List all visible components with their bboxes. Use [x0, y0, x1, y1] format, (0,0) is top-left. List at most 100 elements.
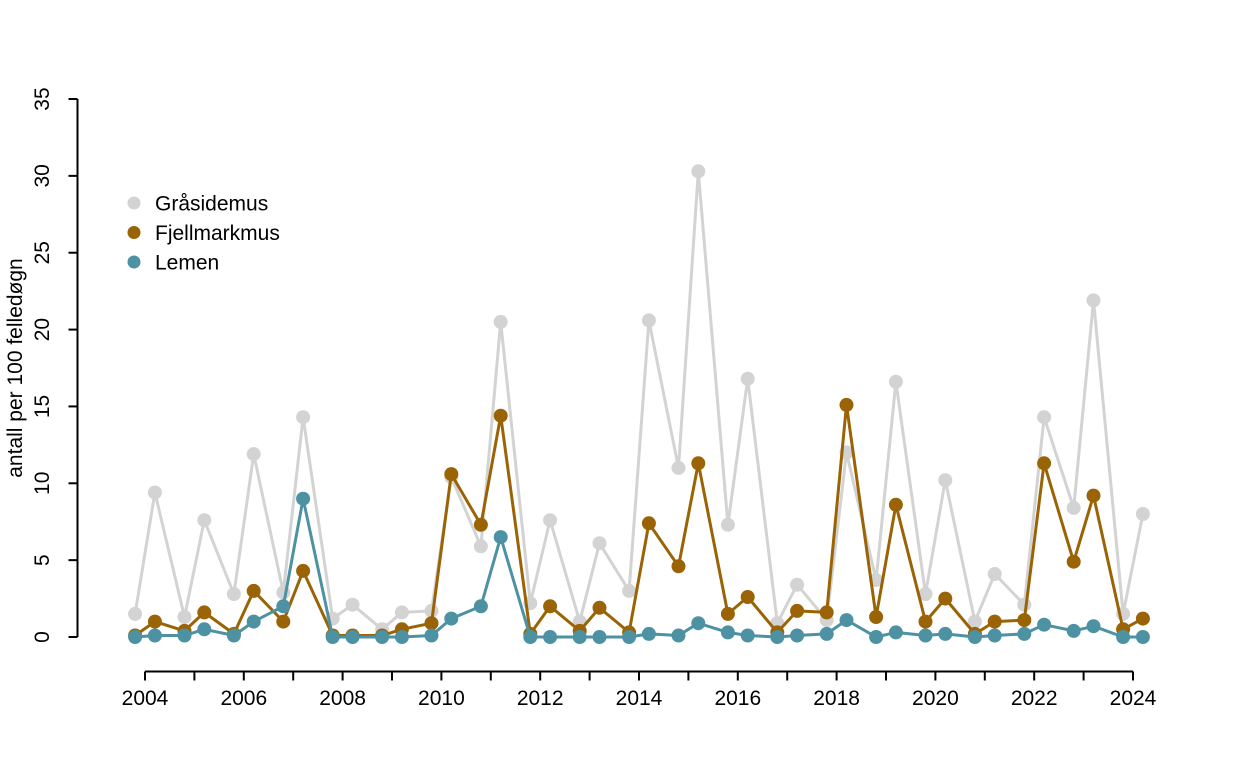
x-tick-label: 2016 — [714, 687, 761, 710]
data-point — [572, 630, 587, 644]
data-point — [790, 577, 805, 592]
series-gråsidemus — [128, 164, 1150, 637]
data-point — [345, 630, 360, 644]
data-point — [375, 630, 390, 644]
data-point — [226, 587, 241, 601]
data-point — [493, 314, 508, 329]
data-point — [246, 583, 261, 598]
legend: Gråsidemus Fjellmarkmus Lemen — [127, 193, 280, 275]
data-point — [869, 610, 884, 624]
data-point — [622, 630, 637, 644]
data-point — [177, 610, 192, 624]
x-tick-label: 2012 — [517, 687, 564, 710]
data-point — [444, 467, 459, 482]
data-point — [987, 567, 1002, 581]
x-axis: 2004 2006 2008 2010 2012 2014 2016 2018 2020 2022… — [122, 670, 1157, 710]
data-point — [1017, 613, 1032, 628]
y-tick-label: 25 — [31, 241, 54, 264]
x-tick-label: 2022 — [1011, 687, 1058, 710]
data-point — [197, 605, 212, 620]
y-tick-label: 30 — [31, 164, 54, 187]
data-point — [147, 614, 162, 629]
y-tick-label: 10 — [31, 472, 54, 495]
data-point — [296, 491, 311, 506]
data-point — [967, 614, 982, 629]
data-point — [1037, 617, 1052, 632]
data-point — [641, 516, 656, 531]
data-point — [1086, 488, 1101, 503]
data-point — [918, 587, 933, 601]
data-point — [493, 530, 508, 545]
data-point — [473, 599, 488, 614]
data-point — [345, 597, 360, 612]
legend-item: Lemen — [127, 252, 219, 275]
y-tick-label: 15 — [31, 395, 54, 418]
data-point — [1135, 507, 1150, 521]
data-point — [987, 614, 1002, 629]
x-tick-label: 2018 — [813, 687, 860, 710]
x-tick-label: 2004 — [122, 687, 169, 710]
data-point — [967, 630, 982, 644]
data-point — [888, 374, 903, 389]
data-point — [671, 628, 686, 643]
data-point — [128, 606, 143, 621]
data-point — [671, 559, 686, 574]
data-point — [720, 517, 735, 532]
data-point — [276, 599, 291, 614]
data-point — [246, 614, 261, 629]
data-point — [296, 563, 311, 578]
data-point — [1135, 630, 1150, 644]
data-point — [592, 600, 607, 615]
data-point — [819, 605, 834, 620]
data-point — [543, 513, 558, 528]
data-point — [197, 622, 212, 637]
data-point — [1037, 410, 1052, 425]
data-point — [671, 460, 686, 475]
y-tick-label: 35 — [31, 87, 54, 110]
data-point — [888, 625, 903, 640]
data-point — [296, 410, 311, 425]
data-point — [691, 616, 706, 631]
data-point — [691, 456, 706, 471]
data-point — [720, 606, 735, 621]
data-point — [839, 397, 854, 412]
data-point — [1066, 623, 1081, 638]
data-point — [790, 628, 805, 643]
legend-label: Lemen — [155, 252, 219, 275]
data-point — [641, 313, 656, 328]
data-point — [1066, 554, 1081, 569]
data-point — [444, 611, 459, 626]
legend-label: Gråsidemus — [155, 193, 268, 216]
data-point — [197, 513, 212, 528]
x-tick-label: 2014 — [616, 687, 663, 710]
data-point — [325, 630, 340, 644]
data-point — [543, 630, 558, 644]
data-point — [770, 630, 785, 644]
data-point — [1135, 611, 1150, 626]
data-point — [641, 626, 656, 641]
legend-item: Gråsidemus — [127, 193, 268, 216]
data-point — [740, 590, 755, 604]
data-point — [473, 517, 488, 532]
data-point — [592, 536, 607, 551]
data-point — [918, 628, 933, 643]
data-point — [543, 599, 558, 614]
data-point — [938, 591, 953, 606]
x-tick-label: 2010 — [418, 687, 465, 710]
y-axis-title: antall per 100 felledøgn — [4, 258, 27, 478]
data-point — [790, 603, 805, 618]
data-point — [1066, 500, 1081, 515]
data-point — [493, 408, 508, 423]
data-point — [1086, 619, 1101, 634]
data-point — [622, 583, 637, 598]
data-point — [1037, 456, 1052, 471]
data-point — [592, 630, 607, 644]
data-point — [523, 630, 538, 644]
y-tick-label: 0 — [31, 631, 54, 643]
data-point — [720, 625, 735, 640]
data-point — [918, 614, 933, 629]
legend-label: Fjellmarkmus — [155, 222, 280, 245]
legend-swatch — [127, 255, 141, 269]
data-point — [938, 473, 953, 488]
